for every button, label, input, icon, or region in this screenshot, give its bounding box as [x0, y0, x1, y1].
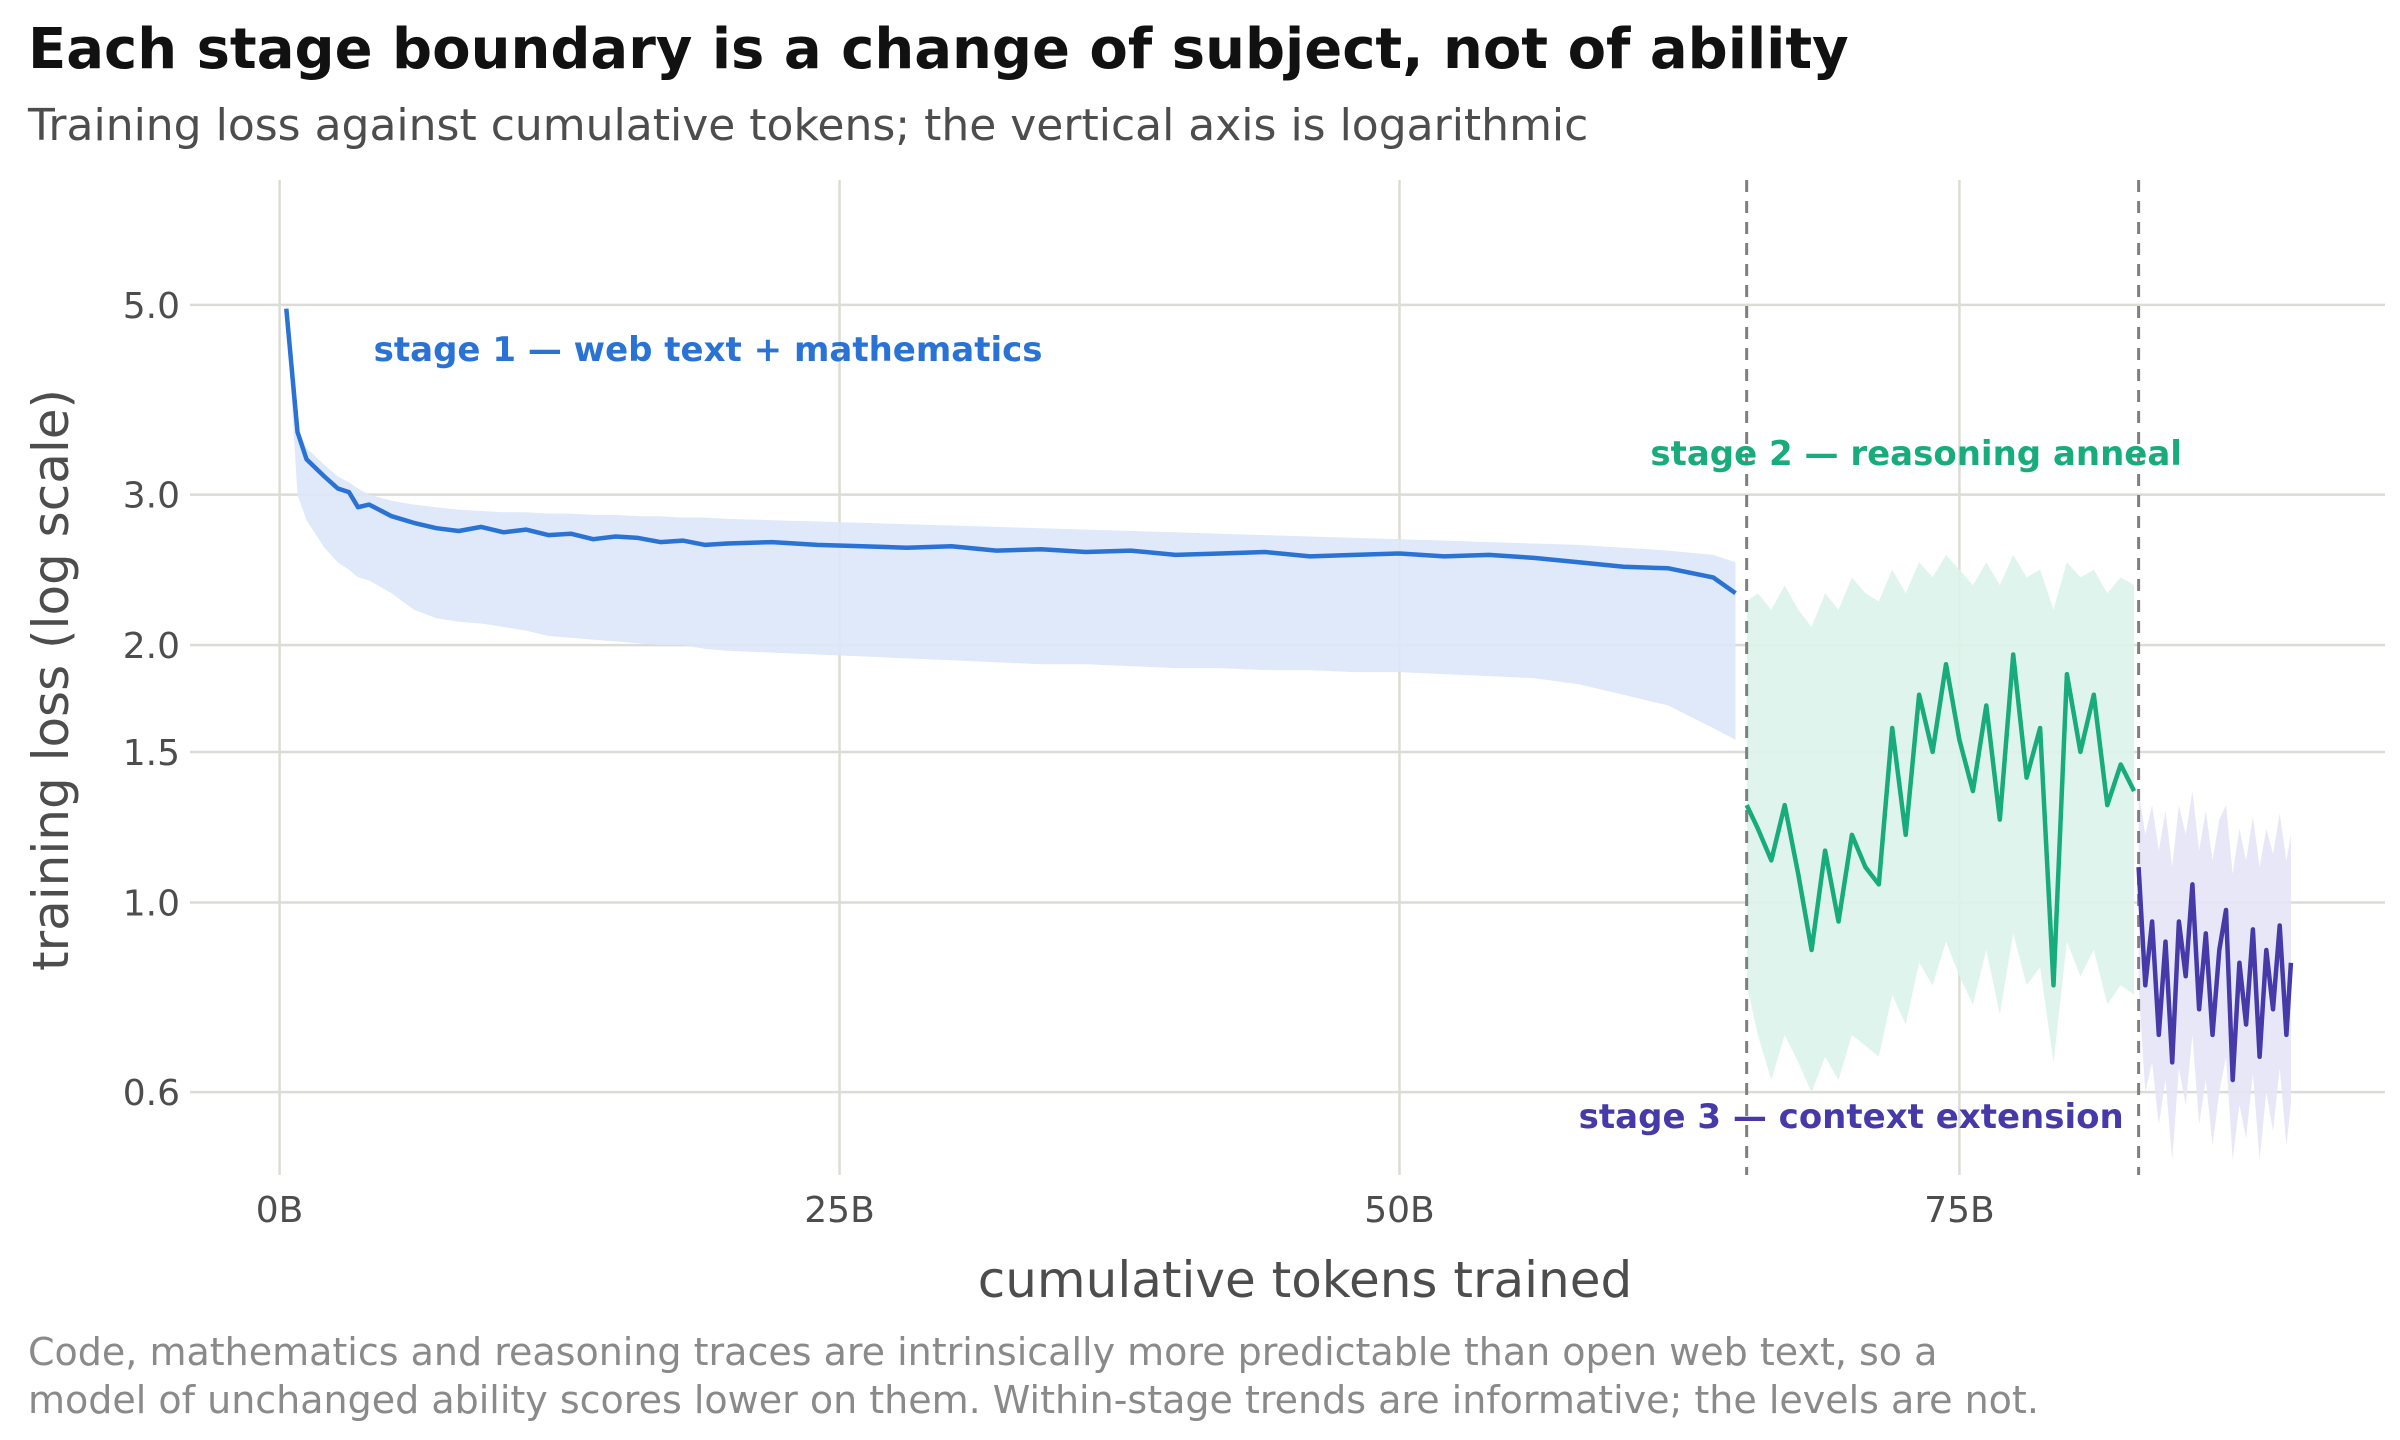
grid: [190, 180, 2385, 1175]
series-line-stage-1: [284, 308, 1737, 596]
series-line-stage-2: [1744, 652, 2137, 988]
stage-annotation-1: stage 1 — web text + mathematics: [374, 330, 1043, 370]
tick-labels: 0.6 1.0 1.5 2.0 3.0 5.0 0B 25B 50B 75B: [123, 286, 1995, 1231]
chart-title: Each stage boundary is a change of subje…: [28, 17, 1849, 82]
x-axis-label: cumulative tokens trained: [978, 1251, 1633, 1309]
y-tick-label-2: 1.5: [123, 733, 180, 774]
stage-annotation-3: stage 3 — context extension: [1579, 1097, 2124, 1137]
y-tick-label-5: 5.0: [123, 286, 180, 327]
y-tick-label-1: 1.0: [123, 883, 180, 924]
series-line-stage-3: [2136, 866, 2294, 1083]
band-stage-1: [286, 304, 1736, 740]
stage-annotation-2: stage 2 — reasoning anneal: [1650, 434, 2182, 474]
footnote-line-1: Code, mathematics and reasoning traces a…: [28, 1330, 1937, 1374]
loss-lines: [284, 308, 2294, 1083]
stage-annotations: stage 1 — web text + mathematics stage 2 …: [374, 330, 2182, 1137]
band-stage-3: [2138, 791, 2291, 1160]
x-tick-label-2: 50B: [1364, 1190, 1435, 1231]
uncertainty-bands: [286, 304, 2291, 1160]
stage-boundaries: [1745, 180, 2141, 1175]
x-tick-label-3: 75B: [1924, 1190, 1995, 1231]
y-tick-label-0: 0.6: [123, 1073, 180, 1114]
y-tick-label-4: 3.0: [123, 476, 180, 517]
y-axis-label: training loss (log scale): [22, 389, 80, 971]
x-tick-label-1: 25B: [804, 1190, 875, 1231]
footnote-line-2: model of unchanged ability scores lower …: [28, 1378, 2039, 1422]
y-tick-label-3: 2.0: [123, 626, 180, 667]
band-stage-2: [1746, 554, 2135, 1093]
x-tick-label-0: 0B: [256, 1190, 304, 1231]
chart-subtitle: Training loss against cumulative tokens;…: [27, 100, 1588, 151]
